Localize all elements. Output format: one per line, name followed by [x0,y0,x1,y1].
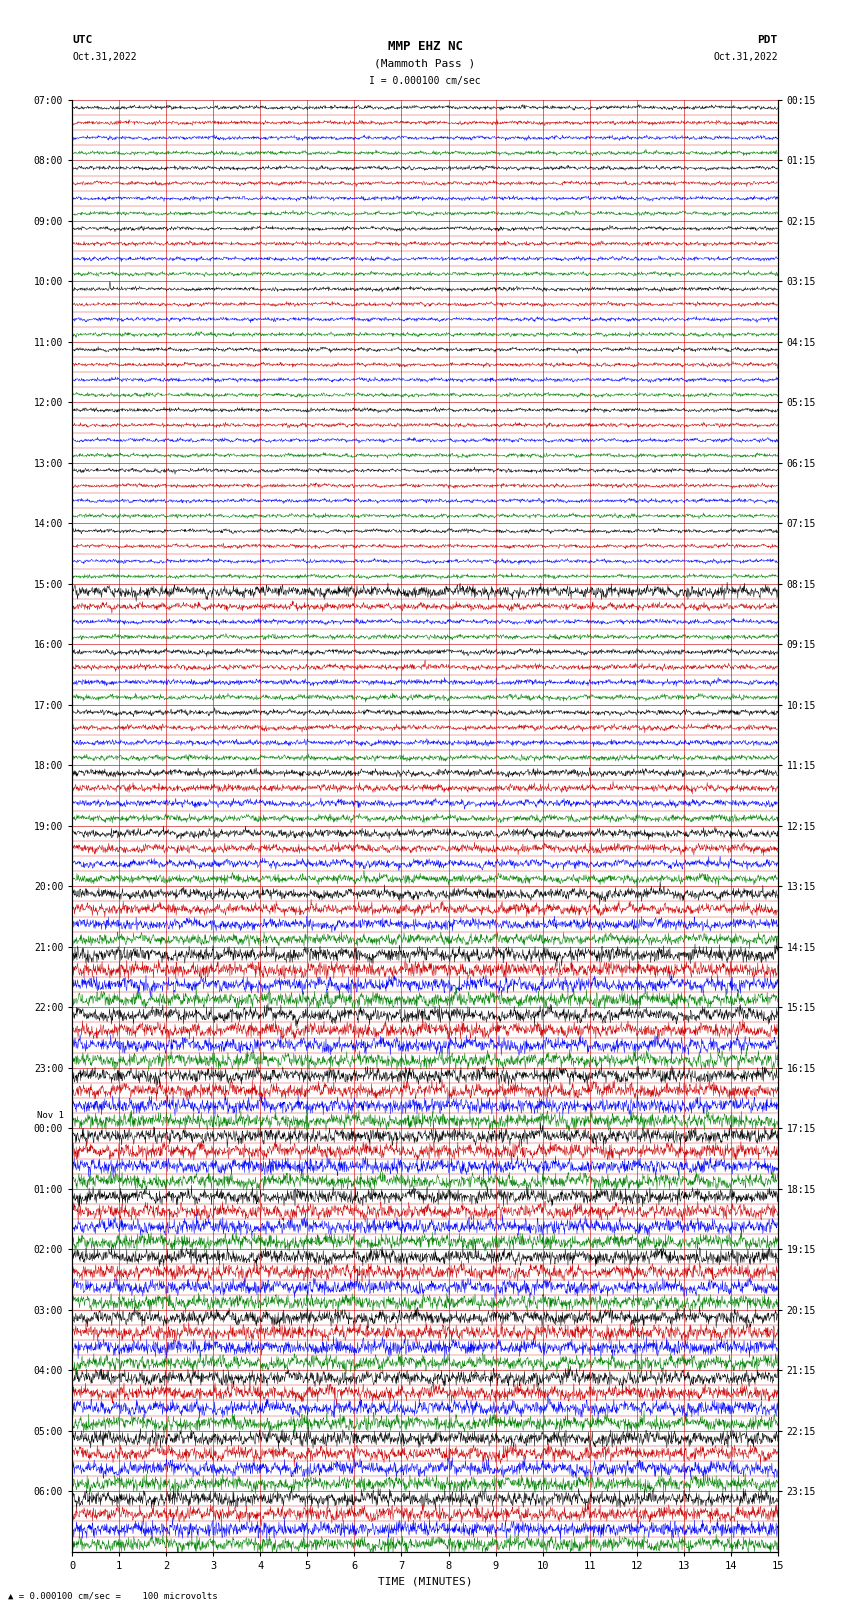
Text: PDT: PDT [757,35,778,45]
X-axis label: TIME (MINUTES): TIME (MINUTES) [377,1576,473,1586]
Text: (Mammoth Pass ): (Mammoth Pass ) [374,58,476,68]
Text: UTC: UTC [72,35,93,45]
Text: MMP EHZ NC: MMP EHZ NC [388,40,462,53]
Text: Oct.31,2022: Oct.31,2022 [713,52,778,61]
Text: Nov 1: Nov 1 [37,1111,64,1119]
Text: I = 0.000100 cm/sec: I = 0.000100 cm/sec [369,76,481,85]
Text: Oct.31,2022: Oct.31,2022 [72,52,137,61]
Text: ▲ = 0.000100 cm/sec =    100 microvolts: ▲ = 0.000100 cm/sec = 100 microvolts [8,1590,218,1600]
